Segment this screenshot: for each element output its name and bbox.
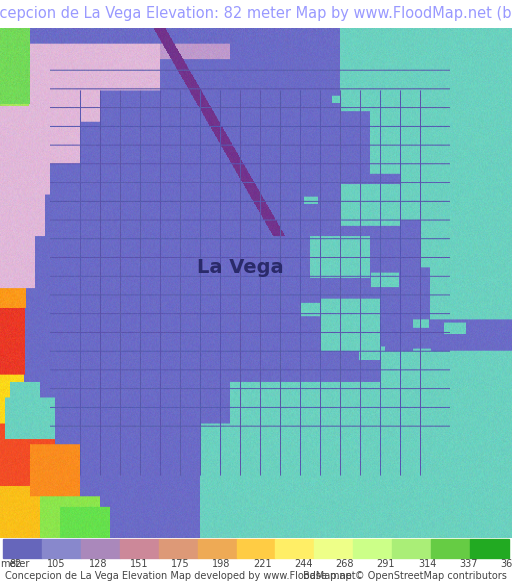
Text: 82: 82: [9, 559, 22, 569]
Text: 361: 361: [500, 559, 512, 569]
Text: 151: 151: [130, 559, 148, 569]
Bar: [314, 539, 353, 558]
Bar: [353, 539, 393, 558]
Bar: [3, 539, 41, 558]
Bar: [119, 539, 159, 558]
Bar: [393, 539, 432, 558]
Text: Concepcion de La Vega Elevation: 82 meter Map by www.FloodMap.net (beta): Concepcion de La Vega Elevation: 82 mete…: [0, 6, 512, 22]
Text: 314: 314: [418, 559, 436, 569]
Text: 268: 268: [335, 559, 354, 569]
Text: 105: 105: [47, 559, 66, 569]
Bar: [159, 539, 198, 558]
Bar: [471, 539, 509, 558]
Bar: [41, 539, 80, 558]
Bar: [275, 539, 314, 558]
Text: 221: 221: [253, 559, 272, 569]
Text: Concepcion de La Vega Elevation Map developed by www.FloodMap.net: Concepcion de La Vega Elevation Map deve…: [5, 572, 356, 581]
Bar: [80, 539, 119, 558]
Text: meter: meter: [0, 559, 29, 569]
Bar: [198, 539, 237, 558]
Text: 244: 244: [294, 559, 313, 569]
Text: 291: 291: [377, 559, 395, 569]
Text: Base map © OpenStreetMap contributors: Base map © OpenStreetMap contributors: [303, 572, 507, 581]
Bar: [432, 539, 471, 558]
Bar: [237, 539, 275, 558]
Text: 198: 198: [212, 559, 230, 569]
Text: La Vega: La Vega: [197, 258, 284, 277]
Text: 175: 175: [170, 559, 189, 569]
Text: 128: 128: [89, 559, 107, 569]
Text: 337: 337: [459, 559, 478, 569]
